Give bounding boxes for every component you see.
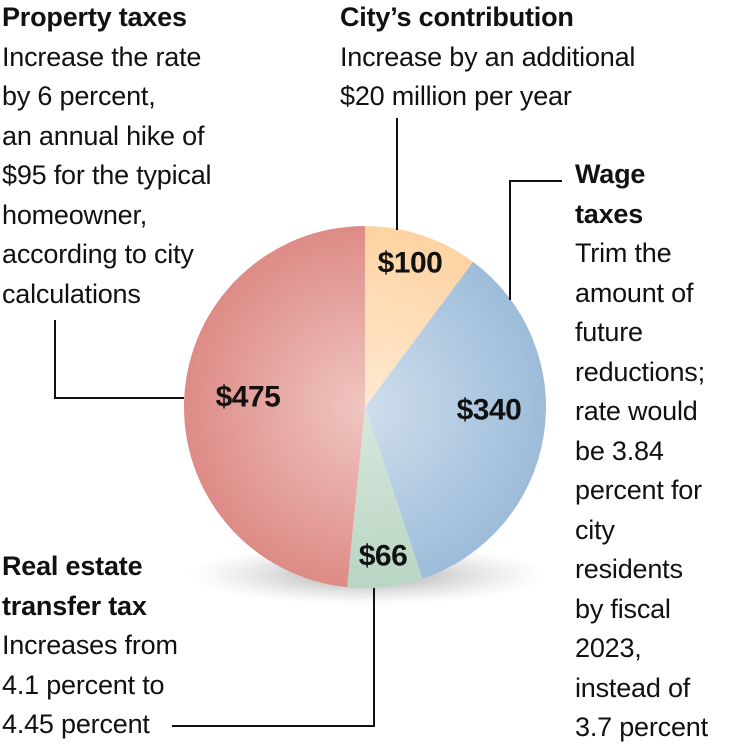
pie-slice-wage bbox=[365, 261, 547, 579]
annotation-line: Increases from bbox=[2, 630, 178, 660]
annotation-line: future bbox=[575, 317, 643, 347]
annotation-line: 2023, bbox=[575, 633, 642, 663]
annotation-title: Wage bbox=[575, 159, 646, 189]
annotation-title: Real estate bbox=[2, 551, 143, 581]
annotation-title: transfer tax bbox=[2, 590, 147, 621]
annotation-line: Trim the bbox=[575, 238, 672, 268]
slice-label-wage: $340 bbox=[457, 394, 522, 427]
pie-slice-property bbox=[183, 226, 365, 588]
annotation-title: City’s contribution bbox=[340, 2, 574, 32]
annotation-line: homeowner, bbox=[2, 199, 148, 230]
annotation-real-estate-transfer-tax: Real estate transfer tax Increases from … bbox=[2, 547, 178, 745]
annotation-line: by fiscal bbox=[575, 593, 671, 624]
slice-label-property: $475 bbox=[216, 381, 281, 414]
annotation-line: calculations bbox=[2, 278, 141, 309]
annotation-property-taxes: Property taxes Increase the rate by 6 pe… bbox=[2, 0, 212, 314]
pie-slice-transfer bbox=[347, 407, 423, 589]
annotation-line: rate would bbox=[575, 396, 698, 426]
annotation-line: reductions; bbox=[575, 356, 705, 387]
annotation-line: $95 for the typical bbox=[2, 160, 212, 190]
annotation-line: an annual hike of bbox=[2, 120, 205, 151]
annotation-line: $20 million per year bbox=[340, 81, 572, 111]
annotation-city-contribution: City’s contribution Increase by an addit… bbox=[340, 0, 635, 117]
leader-line-transfer bbox=[172, 588, 375, 727]
annotation-line: 3.7 percent bbox=[575, 712, 708, 742]
annotation-title: taxes bbox=[575, 198, 644, 229]
leader-line-property bbox=[54, 320, 184, 399]
annotation-line: be 3.84 bbox=[575, 435, 664, 466]
annotation-title: Property taxes bbox=[2, 2, 187, 32]
pie-slice-city bbox=[365, 226, 474, 407]
annotation-line: residents bbox=[575, 554, 683, 584]
slice-label-city: $100 bbox=[378, 247, 443, 280]
annotation-line: by 6 percent, bbox=[2, 81, 156, 111]
annotation-line: 4.1 percent to bbox=[2, 669, 165, 700]
annotation-line: according to city bbox=[2, 239, 194, 269]
slice-label-transfer: $66 bbox=[359, 540, 408, 573]
annotation-wage-taxes: Wage taxes Trim the amount of future red… bbox=[575, 155, 708, 748]
annotation-line: 4.45 percent bbox=[2, 709, 150, 739]
leader-line-wage bbox=[509, 180, 562, 300]
annotation-line: percent for bbox=[575, 475, 702, 505]
annotation-line: city bbox=[575, 514, 615, 545]
annotation-line: Increase by an additional bbox=[340, 41, 636, 72]
annotation-line: instead of bbox=[575, 672, 691, 703]
annotation-line: amount of bbox=[575, 277, 694, 308]
annotation-line: Increase the rate bbox=[2, 41, 202, 72]
